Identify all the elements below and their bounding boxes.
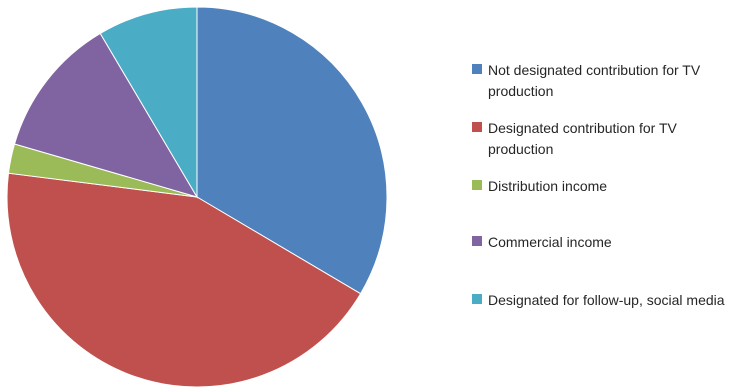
legend-item-follow-up: Designated for follow-up, social media — [472, 290, 725, 311]
legend-item-distribution: Distribution income — [472, 176, 607, 197]
legend-label: Designated contribution for TV productio… — [488, 120, 677, 157]
pie-slice-commercial — [13, 32, 199, 198]
legend-item-designated-tv: Designated contribution for TV productio… — [472, 118, 734, 160]
legend-item-not-designated: Not designated contribution for TV produ… — [472, 60, 734, 102]
pie-slice-not-designated — [196, 6, 388, 295]
pie-slices — [6, 6, 388, 387]
legend-swatch — [472, 122, 482, 132]
legend-label: Commercial income — [488, 234, 612, 250]
legend-swatch — [472, 180, 482, 190]
legend-item-commercial: Commercial income — [472, 232, 612, 253]
legend-label: Not designated contribution for TV produ… — [488, 62, 701, 99]
pie-slice-designated-tv — [6, 172, 362, 387]
legend-swatch — [472, 64, 482, 74]
legend-swatch — [472, 294, 482, 304]
legend-label: Distribution income — [488, 178, 608, 194]
pie-slice-follow-up — [99, 6, 198, 199]
legend-swatch — [472, 236, 482, 246]
legend-label: Designated for follow-up, social media — [488, 292, 725, 308]
